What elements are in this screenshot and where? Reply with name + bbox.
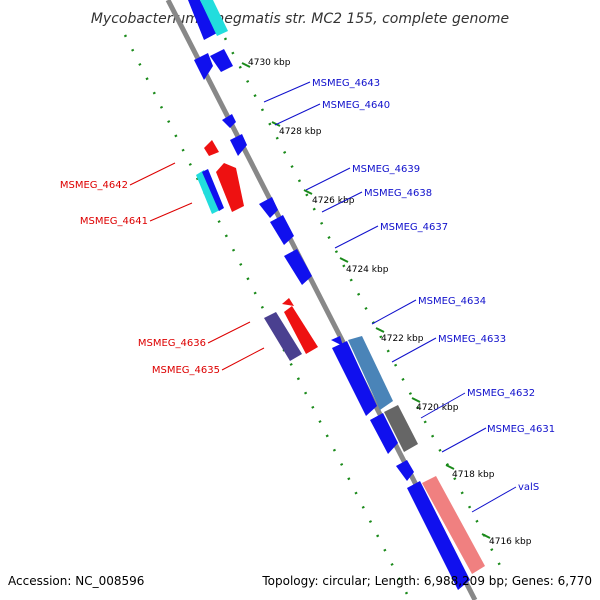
gene-feature-purple[interactable] [264,312,302,361]
tick-label: 4718 kbp [452,470,495,480]
tick-label: 4726 kbp [312,196,355,206]
reverse-leaders [129,162,265,371]
gene-label[interactable]: MSMEG_4638 [364,188,432,199]
gene-label[interactable]: valS [518,482,539,493]
tick-label: 4730 kbp [248,58,291,68]
gene-label[interactable]: MSMEG_4642 [60,180,128,191]
gene-label[interactable]: MSMEG_4639 [352,164,420,175]
accession-text: Accession: NC_008596 [8,574,144,588]
tick-label: 4722 kbp [381,334,424,344]
gene-feature-steelblue[interactable] [348,336,393,410]
gene-arrow[interactable] [210,49,233,72]
gene-feature-cyan[interactable] [196,170,220,214]
gene-arrow[interactable] [331,336,343,346]
topology-text: Topology: circular; Length: 6,988,209 bp… [261,574,592,588]
gene-arrow[interactable] [194,53,213,80]
gene-label[interactable]: MSMEG_4640 [322,100,390,111]
forward-strand-features [188,0,485,590]
gene-arrow[interactable] [222,114,236,128]
tick-mark [481,533,491,539]
gene-arrow-reverse[interactable] [282,298,294,306]
gene-arrow-reverse[interactable] [284,306,318,354]
tick-label: 4720 kbp [416,403,459,413]
gene-arrow[interactable] [270,215,294,245]
forward-gene-labels: MSMEG_4643 MSMEG_4640 MSMEG_4639 MSMEG_4… [312,78,555,493]
gene-label[interactable]: MSMEG_4631 [487,424,555,435]
gene-arrow-reverse[interactable] [204,140,219,156]
gene-feature-cyan[interactable] [200,0,228,36]
gene-feature-gray[interactable] [384,405,418,452]
tick-mark [411,397,421,403]
gene-arrow[interactable] [259,197,278,218]
gene-arrow[interactable] [396,460,414,481]
gene-label[interactable]: MSMEG_4641 [80,216,148,227]
gene-arrow[interactable] [230,134,247,156]
gene-arrow[interactable] [332,341,377,416]
gene-arrow[interactable] [370,413,398,454]
tick-mark [241,62,251,68]
kbp-ticks: 4730 kbp 4728 kbp 4726 kbp 4724 kbp 4722… [241,58,532,547]
gene-label[interactable]: MSMEG_4635 [152,365,220,376]
gene-arrow[interactable] [407,481,470,590]
gene-arrow[interactable] [188,0,217,40]
gene-arrow[interactable] [284,249,312,285]
gene-label[interactable]: MSMEG_4637 [380,222,448,233]
gene-arrow[interactable] [202,169,224,211]
forward-leaders [263,81,517,513]
gene-arrow-reverse[interactable] [216,163,244,212]
tick-label: 4728 kbp [279,127,322,137]
tick-mark [339,257,349,263]
gene-label[interactable]: MSMEG_4643 [312,78,380,89]
reverse-strand-features [196,140,318,361]
gene-label[interactable]: MSMEG_4632 [467,388,535,399]
gene-label[interactable]: MSMEG_4634 [418,296,486,307]
tick-label: 4724 kbp [346,265,389,275]
reverse-gene-labels: MSMEG_4642 MSMEG_4641 MSMEG_4636 MSMEG_4… [60,180,220,376]
gene-label[interactable]: MSMEG_4633 [438,334,506,345]
tick-mark [375,327,385,333]
tick-label: 4716 kbp [489,537,532,547]
gene-feature-salmon[interactable] [422,476,485,574]
tick-mark [303,189,313,195]
tick-mark [445,464,455,470]
map-title: Mycobacterium smegmatis str. MC2 155, co… [91,11,509,27]
gene-label[interactable]: MSMEG_4636 [138,338,206,349]
